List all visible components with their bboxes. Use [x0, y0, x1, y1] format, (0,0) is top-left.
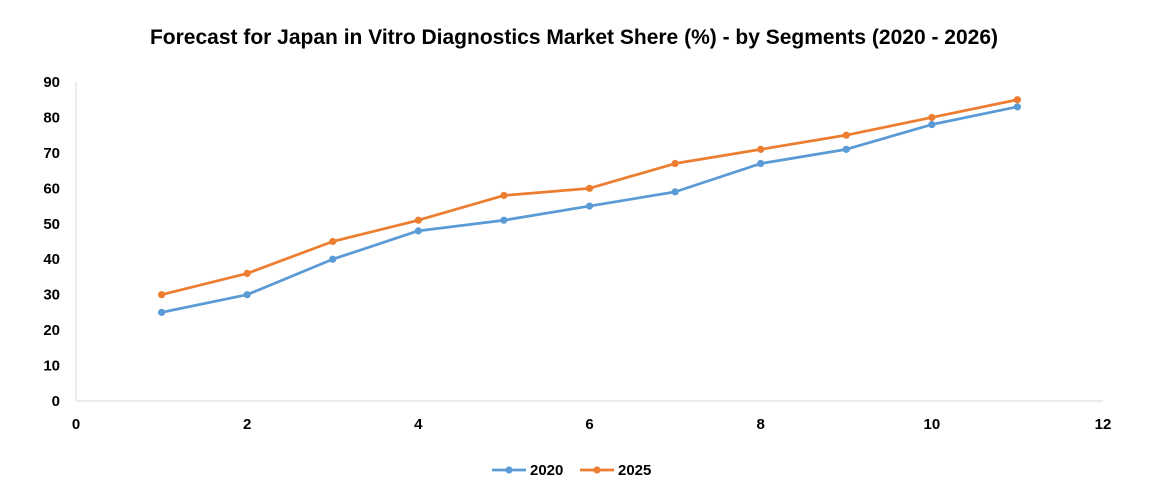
y-tick-label: 20	[43, 322, 60, 339]
series-group	[157, 96, 1022, 316]
x-tick-label: 12	[1095, 416, 1112, 433]
y-tick-label: 0	[52, 393, 60, 410]
x-tick-label: 8	[756, 416, 764, 433]
x-tick-label: 2	[243, 416, 251, 433]
axes	[75, 82, 1103, 402]
x-axis-ticks: 0 2 4 6 8 10 12	[72, 416, 1112, 433]
series-2025	[157, 96, 1022, 299]
x-tick-label: 6	[585, 416, 593, 433]
data-point	[757, 159, 765, 168]
data-point	[842, 131, 850, 139]
y-tick-label: 80	[43, 109, 60, 126]
data-point	[928, 113, 936, 122]
y-tick-label: 30	[43, 287, 60, 304]
data-point	[585, 202, 594, 210]
y-axis-ticks: 0 10 20 30 40 50 60 70 80 90	[43, 74, 60, 410]
y-tick-label: 40	[43, 251, 60, 268]
y-tick-label: 50	[43, 216, 60, 233]
y-tick-label: 70	[43, 145, 60, 162]
x-tick-label: 4	[414, 416, 423, 433]
y-tick-label: 90	[43, 74, 60, 91]
y-tick-label: 60	[43, 180, 60, 197]
data-point	[928, 120, 936, 129]
x-tick-label: 0	[72, 416, 80, 433]
data-point	[157, 291, 166, 299]
series-line	[160, 98, 1019, 297]
data-point	[1013, 103, 1022, 111]
data-point	[329, 237, 337, 246]
legend-marker	[505, 466, 513, 474]
data-point	[500, 191, 508, 200]
data-point	[671, 188, 679, 196]
data-point	[757, 145, 765, 153]
legend-label: 2025	[618, 462, 651, 479]
data-point	[243, 291, 251, 299]
data-point	[1013, 96, 1022, 104]
data-point	[671, 159, 679, 168]
y-tick-label: 10	[43, 358, 60, 375]
data-point	[414, 216, 422, 224]
legend-item-2025: 2025	[580, 462, 651, 479]
legend-item-2020: 2020	[492, 462, 563, 479]
data-point	[414, 227, 422, 235]
legend-marker	[593, 466, 601, 474]
data-point	[585, 184, 594, 192]
data-point	[329, 255, 337, 263]
series-2020	[157, 103, 1022, 316]
data-point	[157, 308, 166, 316]
x-tick-label: 10	[923, 416, 940, 433]
data-point	[842, 145, 850, 153]
data-point	[243, 269, 251, 277]
data-point	[500, 216, 508, 224]
legend: 2020 2025	[492, 462, 651, 479]
chart-title: Forecast for Japan in Vitro Diagnostics …	[150, 26, 998, 49]
legend-label: 2020	[530, 462, 563, 479]
